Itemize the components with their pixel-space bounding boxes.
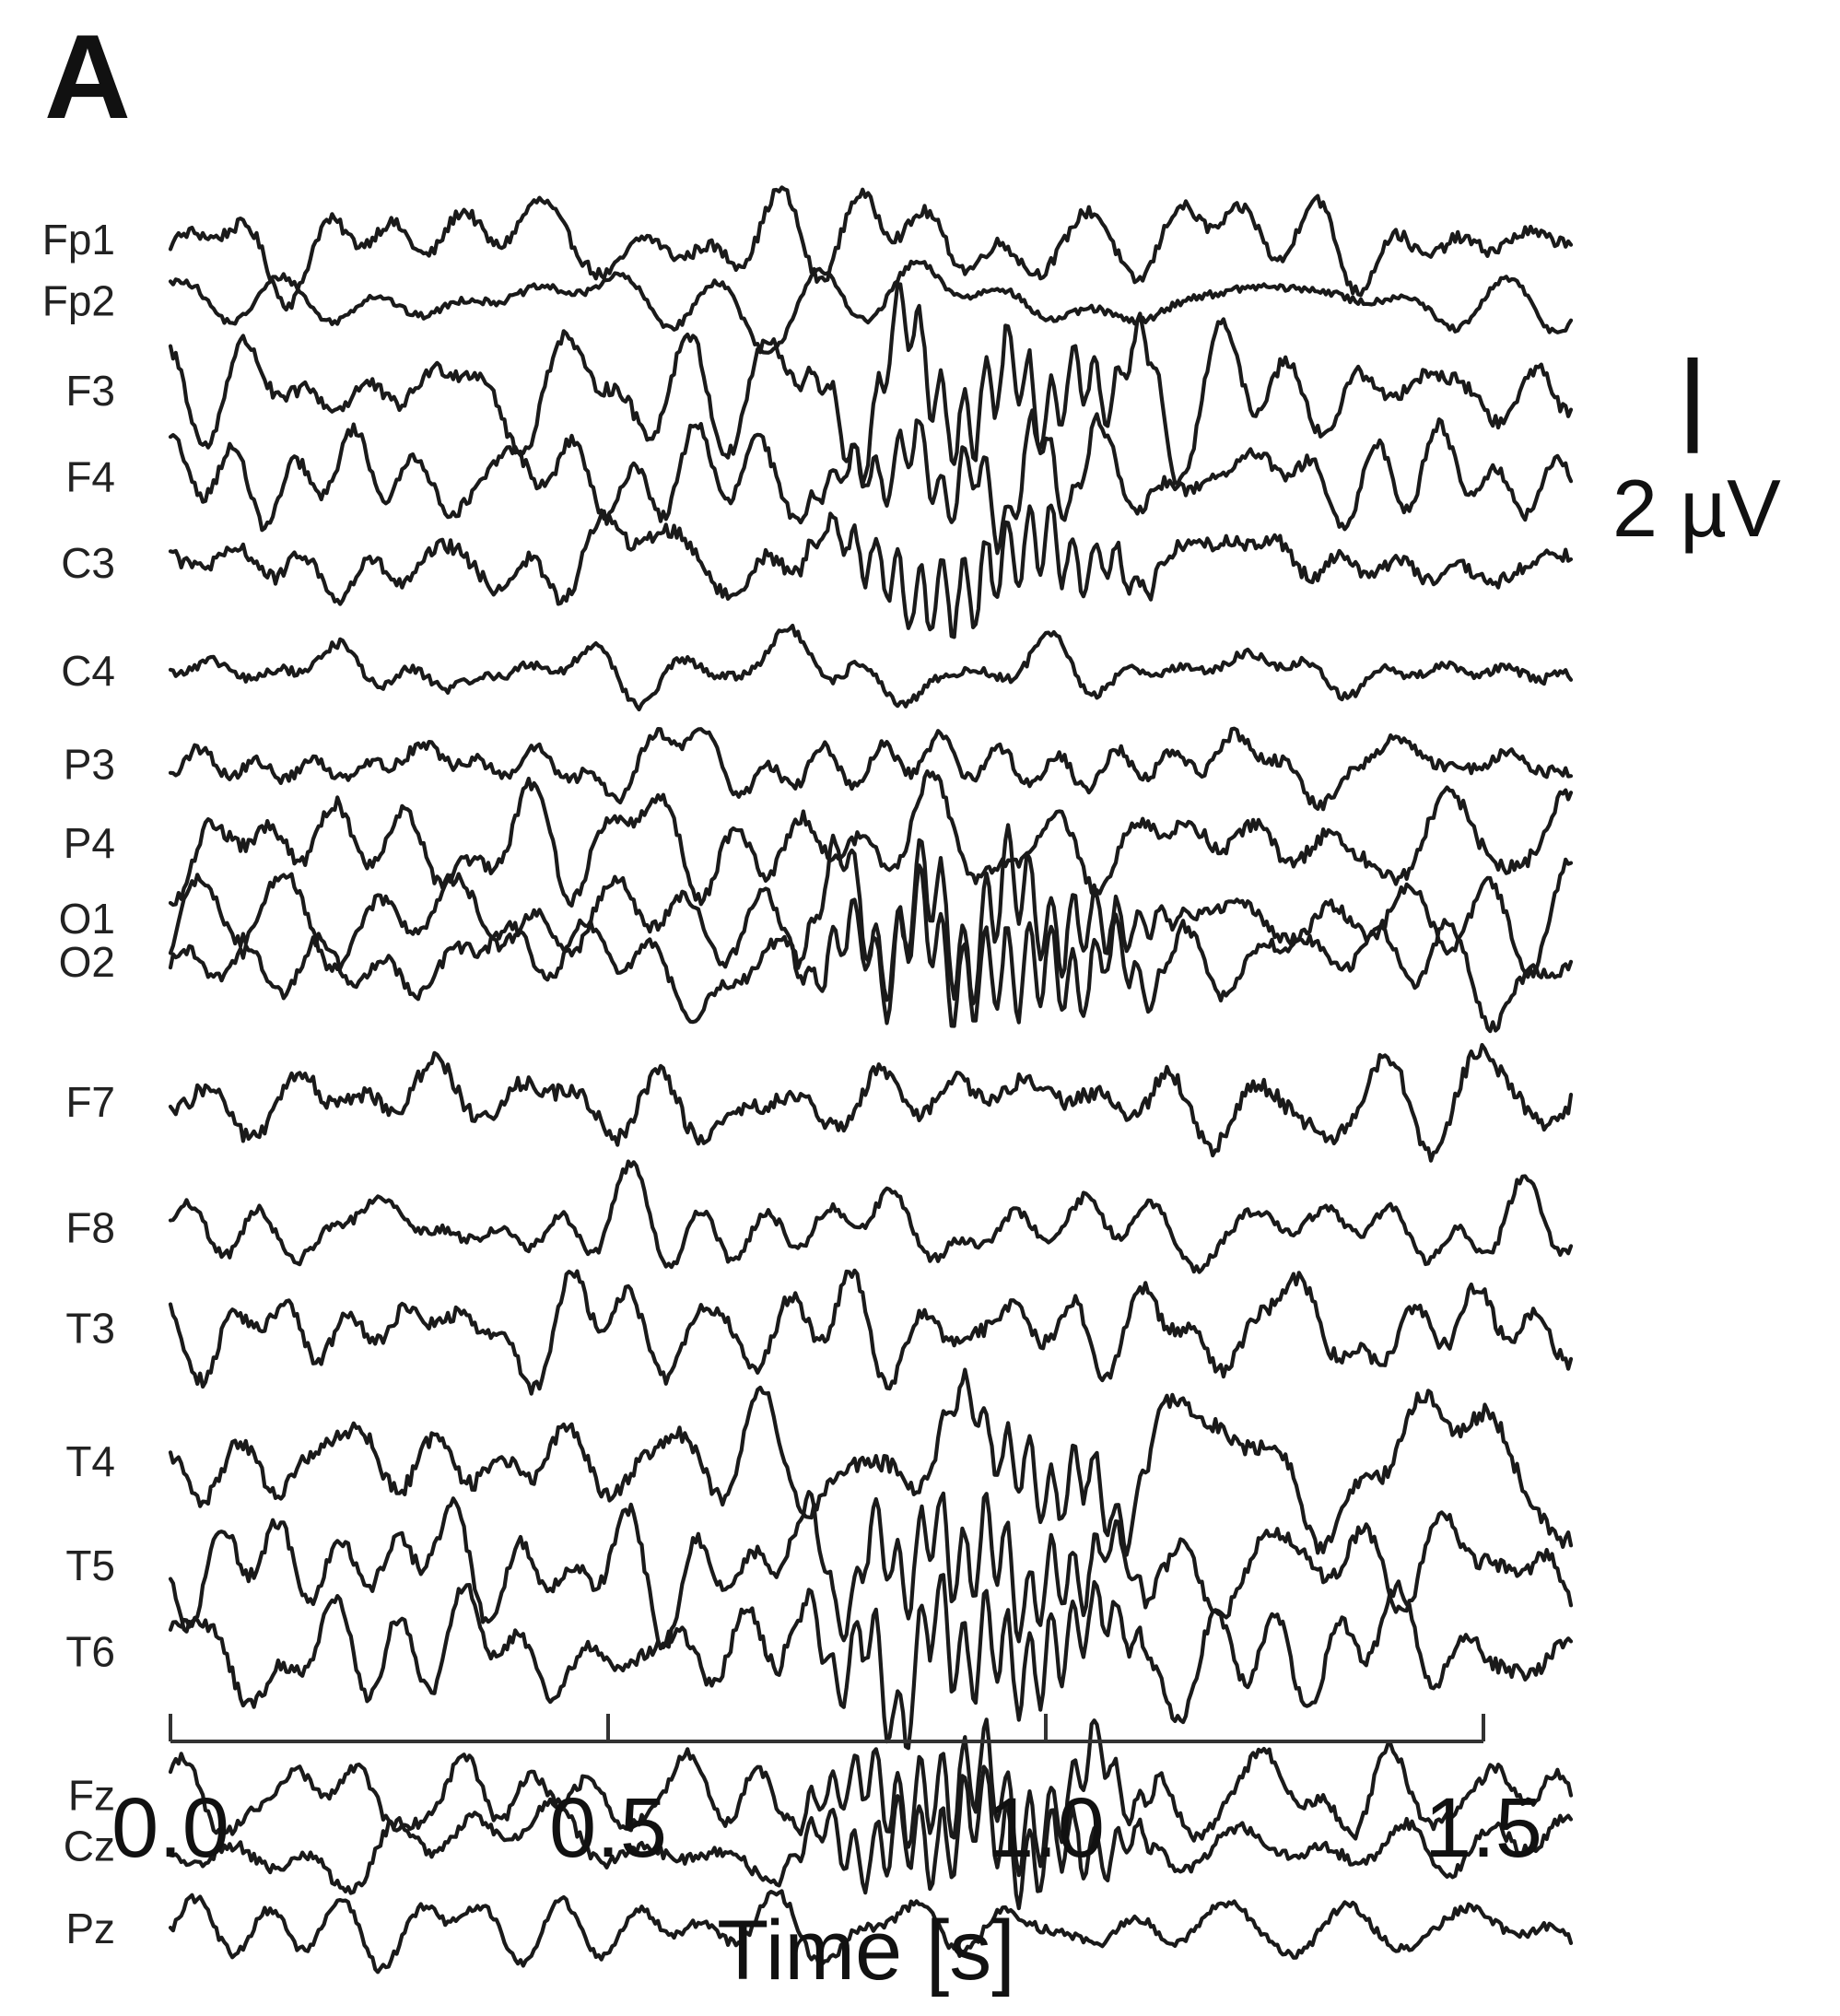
trace-p3 [168, 726, 1574, 812]
trace-f8 [168, 1159, 1574, 1274]
x-tick-label-2: 1.0 [987, 1781, 1105, 1875]
trace-fp2 [168, 259, 1574, 355]
channel-label-p4: P4 [64, 819, 115, 867]
channel-label-o1: O1 [59, 895, 115, 943]
channel-label-p3: P3 [64, 740, 115, 788]
trace-t6 [168, 1573, 1574, 1751]
trace-t3 [168, 1268, 1574, 1396]
trace-o2 [168, 863, 1574, 1034]
channel-label-fz: Fz [68, 1772, 115, 1820]
channel-label-f8: F8 [65, 1204, 115, 1252]
trace-c4 [168, 623, 1574, 712]
channel-label-f3: F3 [65, 367, 115, 415]
amplitude-scale-bar: 2 µV [1612, 357, 1781, 554]
trace-t5 [168, 1490, 1574, 1651]
eeg-traces [168, 185, 1574, 1975]
channel-label-c4: C4 [61, 647, 115, 695]
channel-label-o2: O2 [59, 938, 115, 986]
trace-cz [168, 1764, 1574, 1911]
channel-label-f7: F7 [65, 1078, 115, 1126]
x-tick-label-3: 1.5 [1424, 1781, 1542, 1875]
x-tick-label-1: 0.5 [549, 1781, 667, 1875]
channel-label-f4: F4 [65, 452, 115, 500]
trace-t4 [168, 1367, 1574, 1557]
trace-p4 [168, 769, 1574, 908]
trace-f3 [168, 282, 1574, 486]
trace-pz [168, 1889, 1574, 1975]
channel-label-t5: T5 [65, 1541, 115, 1589]
trace-fp1 [168, 185, 1574, 312]
channel-label-cz: Cz [64, 1822, 115, 1869]
x-axis: 0.0 0.5 1.0 1.5 [111, 1714, 1542, 1875]
channel-label-t3: T3 [65, 1305, 115, 1353]
scale-bar-label: 2 µV [1612, 463, 1781, 554]
channel-label-t4: T4 [65, 1437, 115, 1485]
trace-f7 [168, 1043, 1574, 1163]
trace-c3 [168, 503, 1574, 639]
channel-label-t6: T6 [65, 1628, 115, 1676]
panel-label: A [44, 9, 131, 144]
channel-label-c3: C3 [61, 539, 115, 587]
channel-label-pz: Pz [65, 1905, 115, 1952]
x-tick-label-0: 0.0 [111, 1781, 229, 1875]
x-axis-title: Time [s] [717, 1904, 1015, 1998]
trace-f4 [168, 408, 1574, 556]
channel-label-fp2: Fp2 [42, 276, 115, 324]
channel-label-fp1: Fp1 [42, 216, 115, 264]
